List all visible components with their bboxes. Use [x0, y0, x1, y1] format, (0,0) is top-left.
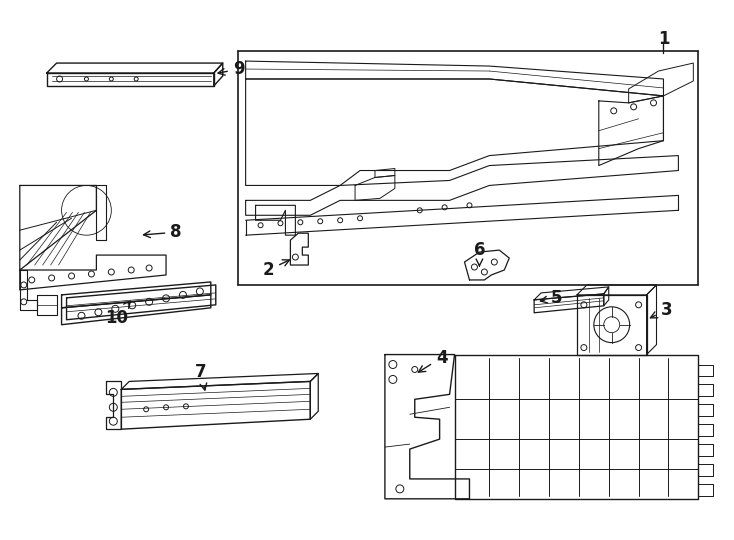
Text: 3: 3: [650, 301, 672, 319]
Text: 4: 4: [418, 348, 448, 372]
Text: 8: 8: [143, 223, 182, 241]
Text: 1: 1: [658, 30, 669, 48]
Text: 9: 9: [218, 60, 244, 78]
Text: 5: 5: [540, 289, 562, 307]
Text: 6: 6: [473, 241, 485, 266]
Text: 7: 7: [195, 363, 207, 390]
Text: 2: 2: [263, 260, 289, 279]
Text: 10: 10: [105, 301, 131, 327]
